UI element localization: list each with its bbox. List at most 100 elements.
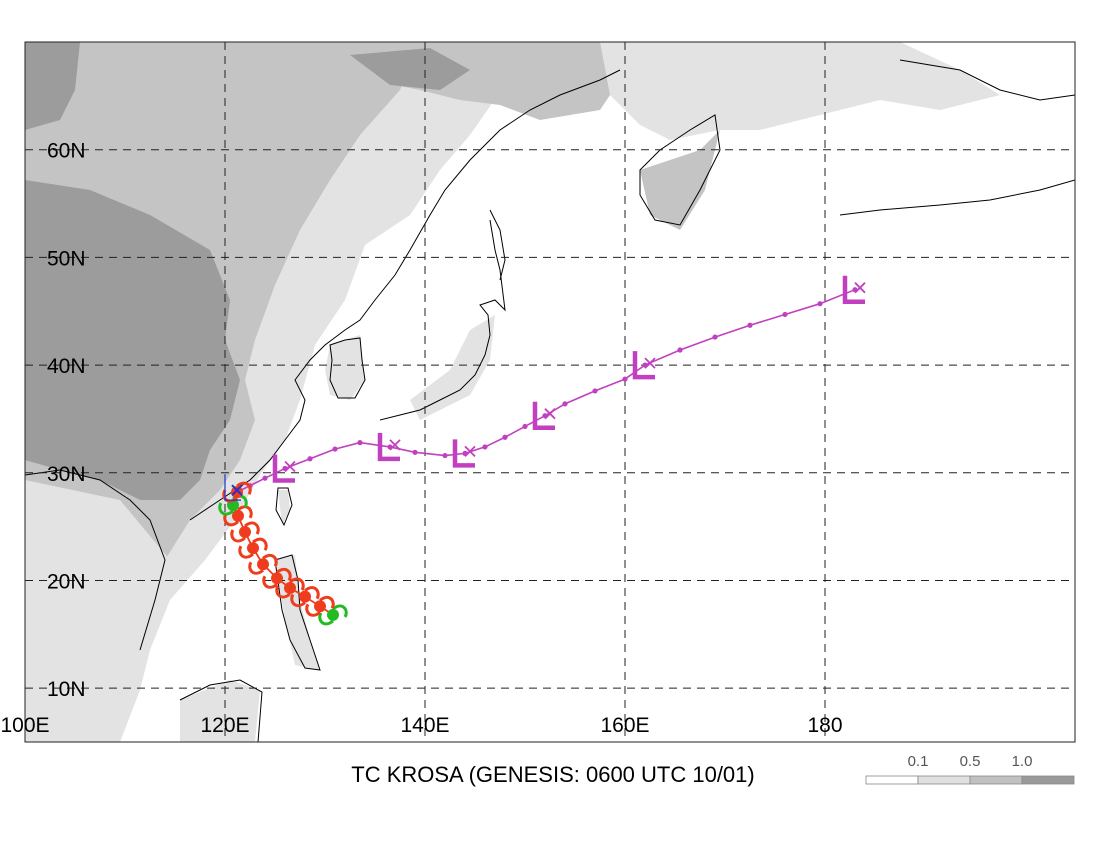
korea-coastline: [329, 337, 366, 399]
typhoon-arm-icon: [230, 529, 246, 543]
legend-label: 1.0: [1012, 753, 1033, 770]
legend-swatch: [917, 775, 971, 785]
x-mark-icon: [644, 357, 656, 369]
track-point: [747, 322, 753, 328]
land-dark-north: [25, 42, 80, 130]
typhoon-symbol-icon: [232, 509, 244, 522]
typhoon-symbol: [305, 595, 335, 617]
typhoon-symbol-icon: [327, 608, 339, 621]
low-pressure-symbol: [842, 275, 866, 304]
japan-coastline: [379, 219, 506, 421]
track-point: [262, 475, 268, 481]
map-frame: [24, 41, 1076, 743]
track-point: [442, 452, 448, 459]
typhoon-symbol-icon: [271, 572, 283, 585]
taiwan-coastline: [275, 487, 293, 527]
typhoon-symbol-icon: [257, 558, 269, 571]
typhoon-symbol: [238, 537, 268, 559]
typhoon-arm-icon: [304, 586, 320, 600]
japan-light: [410, 315, 495, 420]
indochina-light: [25, 480, 170, 742]
track-point: [562, 401, 568, 407]
terrain-shading: [25, 42, 1000, 742]
x-mark-icon: [854, 282, 866, 294]
track-point: [782, 311, 788, 318]
l-letter-icon: [532, 401, 555, 430]
track-point: [522, 423, 528, 430]
typhoon-arm-icon: [262, 553, 278, 568]
legend-swatch: [865, 775, 919, 785]
typhoon-arm-icon: [252, 537, 268, 551]
typhoon-symbol-icon: [239, 526, 251, 538]
typhoon-arm-icon: [275, 585, 291, 599]
l-letter-icon: [842, 275, 865, 304]
typhoon-symbol: [248, 553, 278, 575]
longitude-label: 180: [807, 714, 842, 737]
legend-label: 0.1: [908, 753, 929, 770]
low-pressure-symbol: [377, 432, 401, 462]
low-pressure-symbol: [452, 439, 476, 468]
x-mark-icon: [464, 445, 476, 458]
typhoon-symbol-icon: [247, 542, 259, 555]
l-letter-icon: [272, 454, 295, 483]
l-letter-icon: [452, 439, 475, 468]
axis-labels: 100E 120E 140E 160E 180 60N 50N 40N 30N 20N 10N: [0, 140, 842, 737]
track-point: [412, 449, 418, 455]
typhoon-arm-icon: [319, 595, 335, 610]
latitude-label: 60N: [47, 140, 86, 163]
kamchatka-coastline: [639, 114, 721, 226]
typhoon-symbol-icon: [314, 600, 326, 613]
alaska-coastline: [839, 59, 1075, 216]
borneo-light: [180, 680, 260, 742]
land-dark: [25, 180, 240, 500]
taiwan-light: [278, 490, 290, 525]
track-point: [817, 301, 823, 307]
philippines-coastline: [274, 554, 321, 671]
far-east-light: [600, 42, 1000, 140]
l-letter-icon: [632, 351, 655, 380]
track-point: [357, 440, 363, 446]
latitude-label: 50N: [47, 247, 86, 270]
typhoon-symbol-icon: [299, 590, 311, 603]
typhoon-symbol: [290, 586, 320, 608]
typhoon-symbol: [275, 577, 305, 599]
map-title: TC KROSA (GENESIS: 0600 UTC 10/01): [351, 762, 754, 787]
typhoon-symbol: [318, 604, 348, 626]
typhoon-symbol-icon: [231, 486, 243, 499]
legend-swatch: [969, 775, 1023, 785]
typhoon-arm-icon: [248, 561, 264, 575]
low-pressure-symbol: [632, 351, 656, 380]
low-pressure-symbol: [272, 454, 296, 483]
l-letter-icon: [377, 432, 400, 462]
kamchatka-mid: [640, 130, 720, 230]
typhoon-symbol-icon: [284, 582, 296, 594]
typhoon-symbol: [230, 521, 260, 543]
typhoon-arm-icon: [218, 502, 234, 516]
typhoon-symbol: [262, 567, 292, 589]
latitude-label: 20N: [47, 570, 86, 593]
transition-marker: [224, 474, 243, 501]
typhoon-arm-icon: [289, 577, 305, 591]
track-point: [502, 434, 508, 440]
track-point: [482, 444, 488, 450]
coastlines: [25, 59, 1075, 742]
outlined-l-icon: [224, 474, 241, 501]
legend-swatch: [1021, 775, 1075, 785]
typhoon-arm-icon: [262, 575, 278, 589]
x-mark-icon: [544, 408, 556, 420]
legend-label: 0.5: [960, 753, 981, 770]
siberia-dark: [350, 48, 470, 90]
track-point: [592, 388, 598, 394]
latitude-label: 10N: [47, 678, 86, 701]
typhoon-symbol: [222, 481, 252, 503]
track-point: [677, 347, 683, 353]
korea-light: [325, 335, 365, 400]
borneo-coastline: [179, 679, 263, 742]
typhoon-arm-icon: [238, 545, 254, 559]
typhoon-arm-icon: [318, 612, 334, 626]
track-point: [307, 456, 313, 462]
longitude-label: 140E: [400, 714, 449, 737]
shading-legend: 0.1 0.5 1.0: [865, 753, 1075, 785]
x-mark-icon: [284, 460, 296, 473]
